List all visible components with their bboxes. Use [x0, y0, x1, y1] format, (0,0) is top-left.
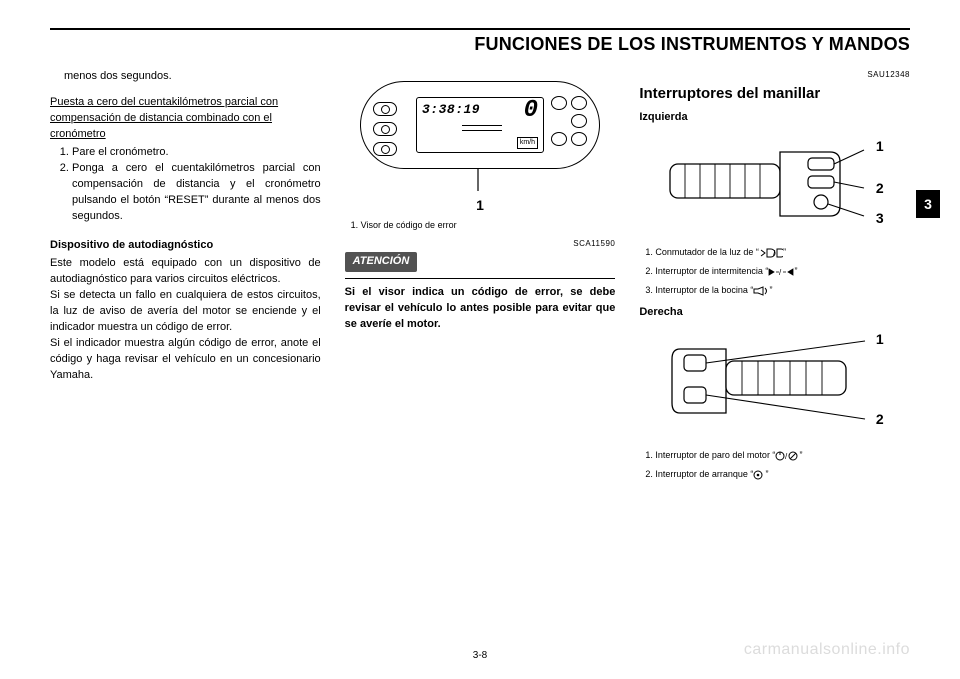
col1-intro-tail: menos dos segundos. — [50, 69, 321, 85]
dash-indicator-5 — [551, 132, 567, 146]
col1-autodiag-p3: Si el indicador muestra algún código de … — [50, 336, 321, 384]
section-tab: 3 — [916, 190, 940, 218]
left-heading: Izquierda — [639, 110, 910, 126]
col1-autodiag-heading: Dispositivo de autodiagnóstico — [50, 238, 321, 254]
right-legend-1: 1. Interruptor de paro del motor “ / ” — [645, 449, 910, 462]
left-legend-3-post: ” — [769, 285, 772, 295]
column-1: menos dos segundos. Puesta a cero del cu… — [50, 69, 321, 487]
right-legend-1-post: ” — [799, 450, 802, 460]
svg-text:/: / — [773, 249, 776, 258]
left-callout-1: 1 — [876, 136, 884, 156]
col3-section-title: Interruptores del manillar — [639, 83, 910, 105]
dash-button-select2 — [373, 122, 397, 136]
horn-icon — [753, 286, 769, 296]
col2-code-ref: SCA11590 — [345, 238, 616, 250]
col1-underline-heading: Puesta a cero del cuentakilómetros parci… — [50, 95, 321, 143]
turn-signal-icon: / — [768, 267, 794, 277]
atencion-badge: ATENCIÓN — [345, 252, 418, 272]
col1-steps: Pare el cronómetro. Ponga a cero el cuen… — [50, 145, 321, 225]
left-legend-3-num: 3. — [645, 285, 653, 295]
headlight-icon: / — [759, 248, 783, 258]
page-title: FUNCIONES DE LOS INSTRUMENTOS Y MANDOS — [50, 34, 910, 55]
right-heading: Derecha — [639, 305, 910, 321]
dash-figure: 3:38:19 0 km/h 1 — [360, 81, 600, 215]
col3-code-ref: SAU12348 — [639, 69, 910, 81]
dash-unit: km/h — [517, 137, 538, 149]
column-3: SAU12348 Interruptores del manillar Izqu… — [639, 69, 910, 487]
watermark: carmanualsonline.info — [744, 641, 910, 659]
svg-text:/: / — [785, 452, 788, 461]
col1-autodiag-p2: Si se detecta un fallo en cualquiera de … — [50, 288, 321, 336]
dash-button-select1 — [373, 102, 397, 116]
left-legend-3-pre: Interruptor de la bocina “ — [655, 285, 753, 295]
right-callout-2: 2 — [876, 409, 884, 429]
dash-button-reset — [373, 142, 397, 156]
left-callout-3: 3 — [876, 208, 884, 228]
col1-step-2: Ponga a cero el cuentakilómetros parcial… — [72, 161, 321, 225]
column-2: 3:38:19 0 km/h 1 1. Visor de código de e… — [345, 69, 616, 487]
dash-big-digit: 0 — [524, 101, 538, 121]
dash-error-bar — [462, 125, 502, 131]
right-legend: 1. Interruptor de paro del motor “ / ” 2. … — [639, 449, 910, 481]
left-legend-2-post: ” — [794, 266, 797, 276]
left-legend-1: 1. Conmutador de la luz de “ / ” — [645, 246, 910, 259]
left-legend-1-post: ” — [783, 247, 786, 257]
header-rule — [50, 28, 910, 30]
left-legend-1-pre: Conmutador de la luz de “ — [655, 247, 759, 257]
left-legend-3: 3. Interruptor de la bocina “ ” — [645, 284, 910, 297]
left-legend: 1. Conmutador de la luz de “ / ” 2. Interr… — [639, 246, 910, 297]
dash-time: 3:38:19 — [422, 101, 480, 120]
dash-indicator-3 — [571, 132, 587, 146]
right-legend-2-num: 2. — [645, 469, 653, 479]
atencion-wrap: ATENCIÓN — [345, 252, 616, 279]
right-callout-1: 1 — [876, 329, 884, 349]
engine-stop-icon: / — [775, 451, 799, 461]
col1-autodiag-p1: Este modelo está equipado con un disposi… — [50, 256, 321, 288]
right-legend-1-pre: Interruptor de paro del motor “ — [655, 450, 775, 460]
left-legend-2-pre: Interruptor de intermitencia “ — [655, 266, 768, 276]
dash-outer: 3:38:19 0 km/h — [360, 81, 600, 169]
svg-text:/: / — [779, 268, 782, 277]
dash-figure-caption: 1. Visor de código de error — [351, 219, 616, 232]
right-handle-figure: 1 2 — [660, 325, 890, 435]
left-legend-1-num: 1. — [645, 247, 653, 257]
atencion-text: Si el visor indica un código de error, s… — [345, 285, 616, 333]
right-legend-2-post: ” — [765, 469, 768, 479]
right-legend-2-pre: Interruptor de arranque “ — [655, 469, 753, 479]
left-legend-2: 2. Interruptor de intermitencia “ / ” — [645, 265, 910, 278]
right-legend-2: 2. Interruptor de arranque “ ” — [645, 468, 910, 481]
right-legend-1-num: 1. — [645, 450, 653, 460]
dash-indicator-4 — [551, 96, 567, 110]
start-icon — [753, 470, 765, 480]
dash-indicator-2 — [571, 114, 587, 128]
col1-step-1: Pare el cronómetro. — [72, 145, 321, 161]
left-callout-2: 2 — [876, 178, 884, 198]
left-handle-figure: 1 2 3 — [660, 130, 890, 240]
dash-indicator-1 — [571, 96, 587, 110]
columns: menos dos segundos. Puesta a cero del cu… — [50, 69, 910, 487]
left-legend-2-num: 2. — [645, 266, 653, 276]
dash-screen: 3:38:19 0 km/h — [416, 97, 544, 153]
